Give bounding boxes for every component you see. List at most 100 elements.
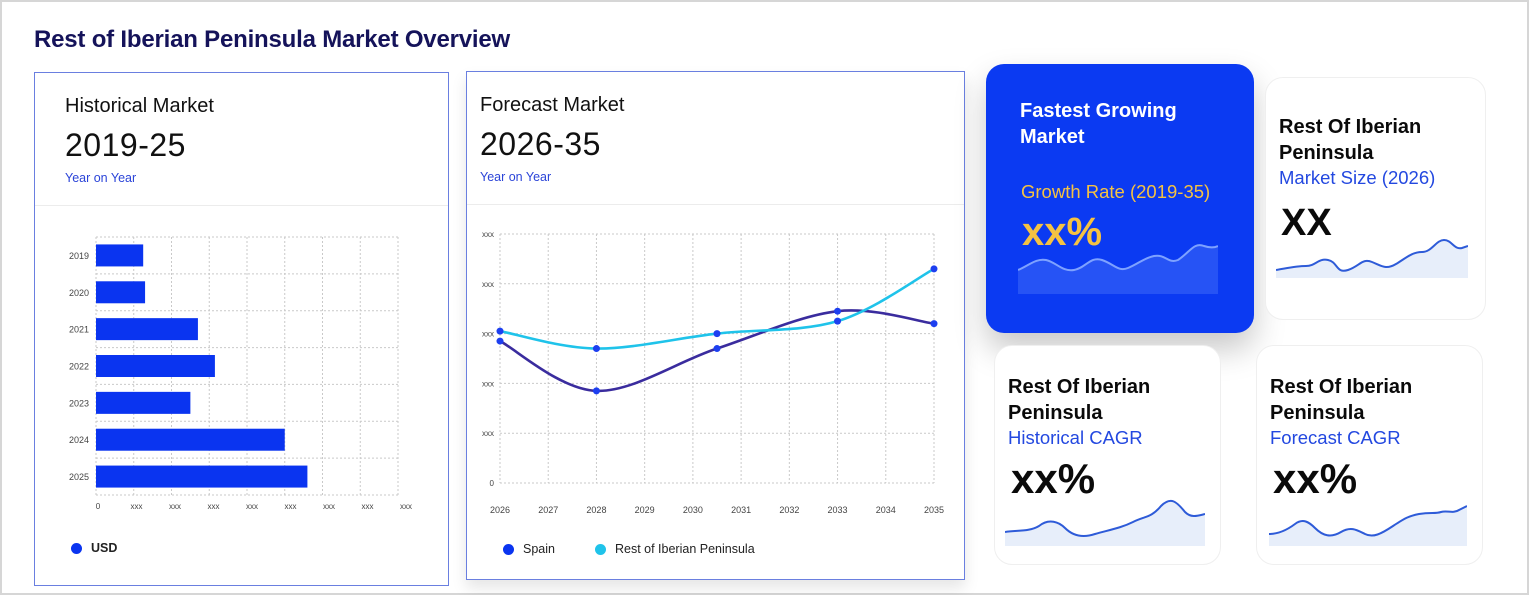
historical-legend: USD	[71, 541, 117, 555]
y-tick-label: xxx	[482, 280, 494, 289]
data-point	[496, 337, 504, 345]
historical-market-panel: Historical Market 2019-25 Year on Year 2…	[34, 72, 449, 586]
card-heading-line: Peninsula	[1270, 402, 1365, 424]
card-heading-line: Rest Of Iberian	[1270, 376, 1413, 398]
x-tick-label: xxx	[208, 502, 220, 511]
x-tick-label: 2030	[683, 505, 703, 515]
historical-range: 2019-25	[65, 127, 186, 163]
data-point	[713, 330, 721, 338]
historical-bar-chart: 2019 2020 2021 2022 2023 2024 2025 0 xxx xxx xxx xx…	[69, 236, 412, 511]
page-title: Rest of Iberian Peninsula Market Overvie…	[34, 26, 510, 53]
market-size-card: Rest Of Iberian Peninsula Market Size (2…	[1265, 77, 1486, 320]
card-heading-line: Market	[1020, 126, 1085, 148]
sparkline-line	[1018, 244, 1218, 272]
data-point	[496, 327, 504, 335]
x-tick-label: 2031	[731, 505, 751, 515]
sparkline	[1018, 244, 1218, 294]
x-tick-label: 2029	[635, 505, 655, 515]
sparkline-line	[1005, 499, 1205, 537]
y-tick-label: xxx	[482, 379, 494, 388]
legend-swatch-rest	[594, 543, 606, 555]
x-tick-label: 2033	[828, 505, 848, 515]
panel-divider	[467, 204, 964, 205]
bar-2024	[96, 428, 285, 451]
growth-rate-label: Growth Rate (2019-35)	[1021, 181, 1211, 202]
data-point	[834, 317, 842, 325]
card-heading-line: Fastest Growing	[1020, 100, 1177, 122]
sparkline-fill	[1018, 245, 1218, 294]
card-heading-line: Peninsula	[1279, 142, 1374, 164]
market-size-value: XX	[1281, 202, 1332, 244]
historical-cagr-card: Rest Of Iberian Peninsula Historical CAG…	[994, 345, 1221, 565]
card-heading-line: Peninsula	[1008, 402, 1103, 424]
card-heading: Rest Of Iberian Peninsula	[1008, 374, 1150, 426]
sparkline	[1276, 238, 1468, 278]
x-tick-label: 2028	[586, 505, 606, 515]
card-heading: Fastest Growing Market	[1020, 98, 1177, 150]
x-tick-label: xxx	[285, 502, 297, 511]
forecast-cagr-label: Forecast CAGR	[1270, 427, 1401, 448]
y-tick-label: 2023	[69, 398, 89, 408]
sparkline-fill	[1269, 506, 1467, 546]
y-tick-label: xxx	[482, 330, 494, 339]
x-tick-label: xxx	[246, 502, 258, 511]
x-tick-label: 2026	[490, 505, 510, 515]
data-point	[930, 320, 938, 328]
y-tick-label: 0	[490, 479, 495, 488]
x-tick-label: xxx	[323, 502, 335, 511]
y-tick-label: xxx	[482, 230, 494, 239]
x-tick-label: 2034	[876, 505, 896, 515]
fastest-growing-card: Fastest Growing Market Growth Rate (2019…	[986, 64, 1254, 333]
sparkline	[1005, 499, 1205, 546]
legend-label-spain: Spain	[523, 542, 555, 556]
card-heading: Rest Of Iberian Peninsula	[1270, 374, 1412, 426]
market-size-label: Market Size (2026)	[1279, 167, 1436, 188]
data-point	[713, 345, 721, 353]
forecast-title: Forecast Market	[480, 94, 625, 116]
card-heading-line: Rest Of Iberian	[1008, 376, 1151, 398]
x-tick-label: xxx	[362, 502, 374, 511]
legend-swatch-spain	[503, 543, 514, 555]
card-heading: Rest Of Iberian Peninsula	[1279, 114, 1421, 166]
legend-label-rest: Rest of Iberian Peninsula	[614, 542, 755, 556]
x-tick-label: xxx	[131, 502, 143, 511]
card-heading-line: Rest Of Iberian	[1279, 116, 1422, 138]
y-tick-label: 2025	[69, 472, 89, 482]
forecast-line-chart: 0 xxx xxx xxx xxx xxx 2026 2027 2028 2029 2030 2031…	[482, 230, 944, 515]
x-tick-label: 2027	[538, 505, 558, 515]
data-point	[834, 307, 842, 315]
growth-rate-value: xx%	[1022, 210, 1103, 254]
forecast-market-panel: Forecast Market 2026-35 Year on Year 0 xx…	[466, 71, 965, 580]
x-tick-label: xxx	[169, 502, 181, 511]
data-point	[930, 265, 938, 273]
legend-swatch-usd	[71, 542, 82, 554]
bar-2025	[96, 465, 308, 488]
y-tick-label: 2024	[69, 435, 89, 445]
x-tick-label: 2032	[779, 505, 799, 515]
sparkline	[1269, 505, 1467, 546]
x-tick-label: 2035	[924, 505, 944, 515]
historical-cagr-label: Historical CAGR	[1008, 427, 1143, 448]
bar-2021	[96, 318, 198, 341]
panel-divider	[35, 205, 448, 206]
historical-subtitle: Year on Year	[65, 171, 137, 185]
x-tick-label: 0	[96, 502, 101, 511]
sparkline-fill	[1005, 500, 1205, 546]
y-tick-label: 2021	[69, 325, 89, 335]
forecast-legend: Spain Rest of Iberian Peninsula	[503, 542, 755, 556]
forecast-range: 2026-35	[480, 126, 601, 162]
bar-2020	[96, 281, 146, 304]
x-tick-label: xxx	[400, 502, 412, 511]
sparkline-fill	[1276, 240, 1468, 278]
data-point	[592, 345, 600, 353]
bar-2023	[96, 391, 191, 414]
sparkline-line	[1276, 238, 1468, 272]
forecast-subtitle: Year on Year	[480, 170, 552, 184]
forecast-cagr-value: xx%	[1273, 455, 1358, 502]
y-tick-label: 2022	[69, 362, 89, 372]
forecast-cagr-card: Rest Of Iberian Peninsula Forecast CAGR …	[1256, 345, 1483, 565]
data-point	[592, 387, 600, 395]
bar-2022	[96, 355, 215, 377]
sparkline-line	[1269, 505, 1467, 537]
